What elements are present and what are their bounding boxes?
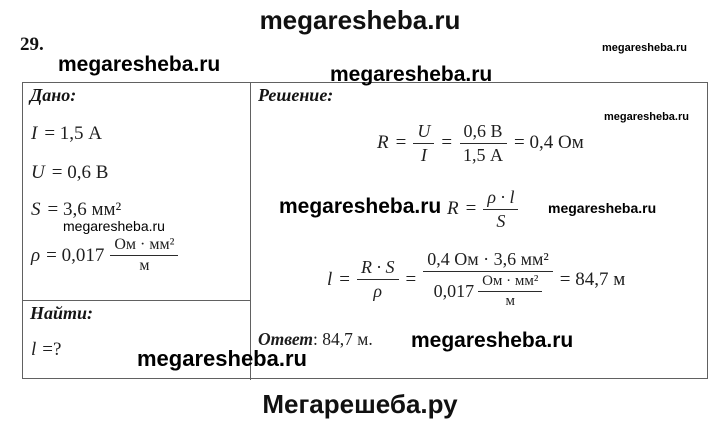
find-title: Найти: xyxy=(30,303,94,323)
f3-num-symbolic: R · S xyxy=(357,257,399,281)
resistivity-unit-fraction: Ом · мм² м xyxy=(110,236,179,276)
given-cell: Дано: I = 1,5 А U = 0,6 В S = 3,6 мм² me… xyxy=(23,83,251,301)
f1-fraction-symbolic: U I xyxy=(413,121,435,165)
find-unknown: l =? xyxy=(31,339,61,361)
answer-line: Ответ: 84,7 м. xyxy=(258,329,373,350)
find-cell: Найти: l =? xyxy=(23,301,251,380)
given-voltage-symbol: U xyxy=(31,162,45,183)
f1-eq1: = xyxy=(395,132,407,154)
watermark-formula2-right: megaresheba.ru xyxy=(548,200,657,216)
f2-lhs: R xyxy=(447,198,459,220)
f3-eq1: = xyxy=(339,268,350,290)
problem-number: 29. xyxy=(20,34,44,55)
solution-table: Дано: I = 1,5 А U = 0,6 В S = 3,6 мм² me… xyxy=(22,82,709,380)
answer-value: : 84,7 м. xyxy=(313,329,373,349)
given-current-value: = 1,5 А xyxy=(44,123,103,144)
f3-fraction-symbolic: R · S ρ xyxy=(357,257,399,301)
f1-num-symbolic: U xyxy=(413,121,435,144)
solution-cell: Решение: megaresheba.ru R = U I = 0,6 В … xyxy=(251,83,709,380)
footer-brand: Мегарешеба.ру xyxy=(262,389,458,419)
watermark-answer: megaresheba.ru xyxy=(411,329,574,352)
watermark-given-small: megaresheba.ru xyxy=(63,218,165,234)
watermark-formula2-left: megaresheba.ru xyxy=(279,195,442,218)
given-title: Дано: xyxy=(30,85,77,105)
given-voltage-value: = 0,6 В xyxy=(51,162,109,183)
f3-den-unit-numerator: Ом · мм² xyxy=(478,273,543,292)
f3-den-numeric: 0,017 Ом · мм² м xyxy=(430,272,547,311)
given-area-symbol: S xyxy=(31,199,41,220)
given-area-value: = 3,6 мм² xyxy=(47,199,122,220)
f3-den-symbolic: ρ xyxy=(373,281,383,302)
given-current-symbol: I xyxy=(31,123,38,144)
f3-lhs: l xyxy=(327,268,333,290)
f3-num-numeric: 0,4 Ом · 3,6 мм² xyxy=(423,249,553,272)
solution-title: Решение: xyxy=(258,85,334,105)
f3-den-coefficient: 0,017 xyxy=(433,281,475,302)
find-unknown-symbol: l xyxy=(31,339,37,360)
f1-lhs: R xyxy=(377,132,389,154)
f2-fraction: ρ · l S xyxy=(483,187,519,231)
given-voltage: U = 0,6 В xyxy=(31,162,108,184)
f2-eq: = xyxy=(465,198,477,220)
watermark-top-center: megaresheba.ru xyxy=(330,63,493,86)
f3-fraction-numeric: 0,4 Ом · 3,6 мм² 0,017 Ом · мм² м xyxy=(423,249,553,310)
find-unknown-value: =? xyxy=(42,339,62,360)
answer-label: Ответ xyxy=(258,329,314,349)
f1-num-numeric: 0,6 В xyxy=(459,121,507,144)
resistivity-unit-denominator: м xyxy=(139,257,150,275)
f1-den-symbolic: I xyxy=(420,144,427,165)
f1-fraction-numeric: 0,6 В 1,5 А xyxy=(459,121,507,165)
watermark-solution-small-1: megaresheba.ru xyxy=(604,111,689,123)
formula-ohms-law: R = U I = 0,6 В 1,5 А = 0,4 Ом xyxy=(377,121,584,165)
f3-den-unit-denominator: м xyxy=(505,292,516,309)
formula-resistance-law: R = ρ · l S xyxy=(447,187,519,231)
formula-length: l = R · S ρ = 0,4 Ом · 3,6 мм² 0,017 Ом … xyxy=(327,249,625,310)
f3-den-unit-fraction: Ом · мм² м xyxy=(478,273,543,311)
f1-eq2: = xyxy=(441,132,453,154)
given-current: I = 1,5 А xyxy=(31,123,102,145)
f2-numerator: ρ · l xyxy=(483,187,519,210)
f2-denominator: S xyxy=(496,210,506,231)
watermark-top-left: megaresheba.ru xyxy=(58,53,221,76)
f3-result: = 84,7 м xyxy=(559,268,626,290)
given-resistivity-symbol: ρ xyxy=(31,244,41,266)
site-title: megaresheba.ru xyxy=(259,5,461,35)
given-resistivity: ρ = 0,017 Ом · мм² м xyxy=(31,236,179,276)
watermark-top-right-small: megaresheba.ru xyxy=(602,42,687,54)
f1-result: = 0,4 Ом xyxy=(514,132,584,154)
resistivity-unit-numerator: Ом · мм² xyxy=(110,236,179,257)
given-resistivity-value: = 0,017 xyxy=(46,244,105,266)
given-area: S = 3,6 мм² xyxy=(31,199,121,221)
watermark-find-overlay: megaresheba.ru xyxy=(137,346,307,371)
f3-eq2: = xyxy=(405,268,417,290)
f1-den-numeric: 1,5 А xyxy=(463,144,504,165)
